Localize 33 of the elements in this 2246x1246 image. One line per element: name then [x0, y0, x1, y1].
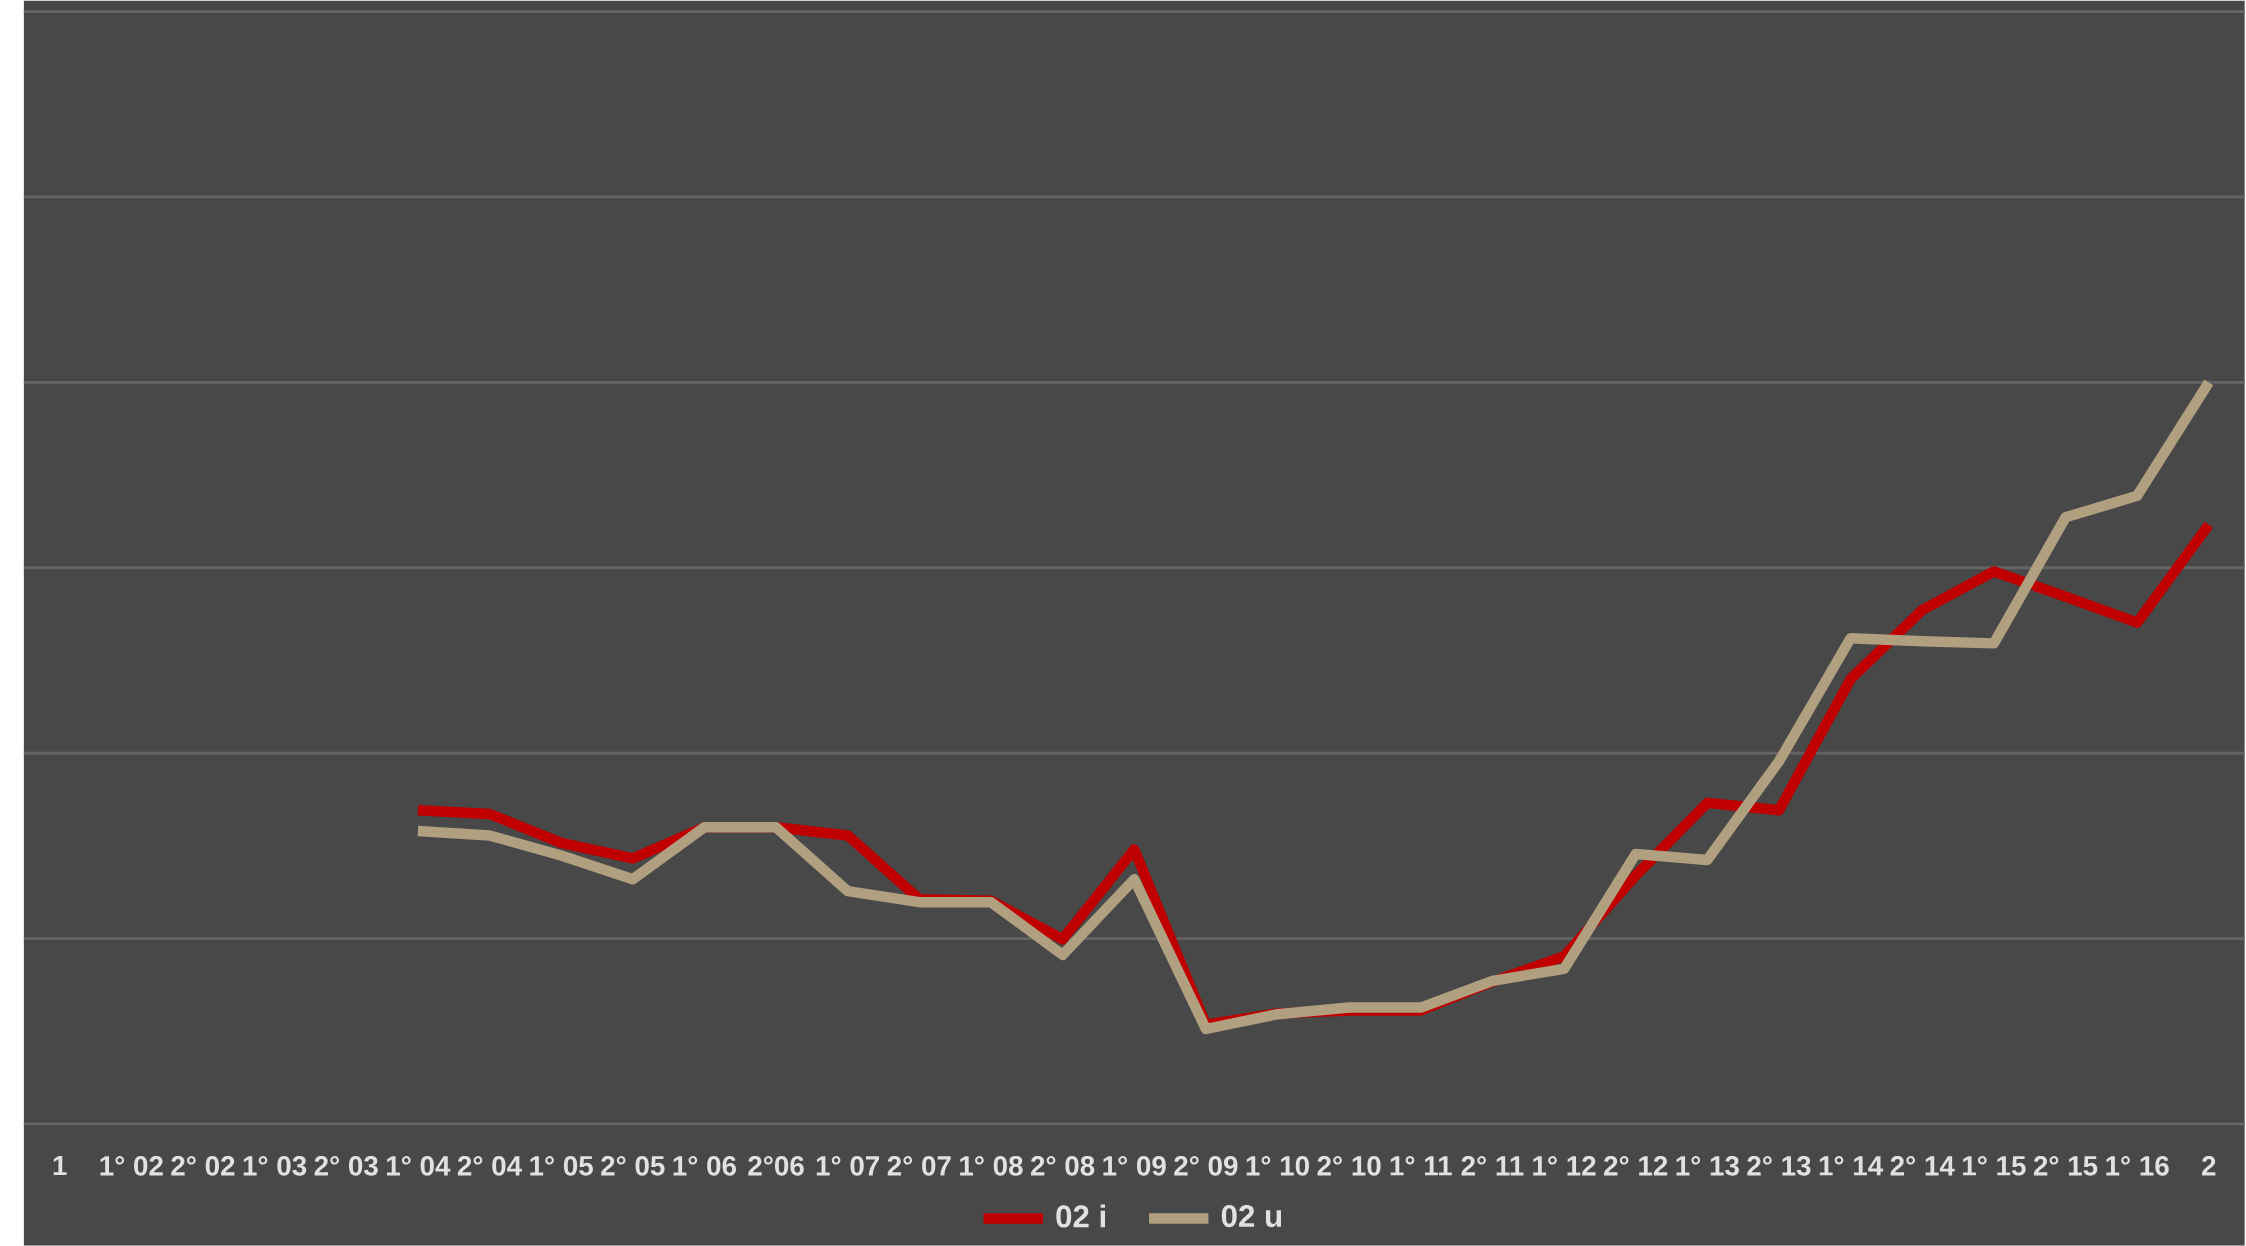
x-tick-label: 1° 12: [1533, 1155, 1596, 1176]
x-tick-label: 2: [2202, 1155, 2216, 1176]
x-tick-label: 2°06: [748, 1155, 804, 1176]
x-tick-label: 1° 09: [1103, 1155, 1166, 1176]
x-tick-label: 1° 11: [1390, 1155, 1452, 1176]
x-tick-label: 2° 11: [1461, 1155, 1524, 1176]
x-tick-label: 1° 05: [530, 1155, 593, 1176]
x-tick-label: 1: [53, 1155, 67, 1175]
x-tick-label: 1° 15: [1963, 1155, 2026, 1176]
x-tick-label: 2° 02: [171, 1155, 235, 1176]
x-tick-label: 2° 15: [2033, 1155, 2098, 1176]
x-tick-label: 2° 12: [1604, 1155, 1668, 1176]
x-tick-label: 1° 02: [100, 1155, 163, 1176]
x-tick-label: 1° 04: [387, 1155, 451, 1176]
x-tick-label: 2° 05: [601, 1155, 665, 1176]
x-tick-label: 2° 07: [887, 1155, 951, 1176]
x-tick-label: 2° 08: [1030, 1155, 1095, 1176]
x-tick-label: 1° 14: [1819, 1155, 1884, 1176]
legend-label: 02 i: [1056, 1204, 1106, 1228]
x-tick-label: 2° 03: [314, 1155, 378, 1176]
x-tick-label: 1° 10: [1246, 1155, 1309, 1176]
x-tick-label: 2° 04: [457, 1155, 522, 1176]
x-tick-label: 1° 16: [2106, 1155, 2169, 1176]
legend-label: 02 u: [1221, 1204, 1282, 1227]
x-tick-label: 1° 03: [243, 1155, 307, 1176]
x-tick-label: 1° 13: [1676, 1155, 1739, 1176]
x-tick-label: 2° 13: [1747, 1155, 1811, 1176]
x-tick-label: 2° 14: [1890, 1155, 1955, 1176]
x-tick-label: 2° 09: [1174, 1155, 1238, 1176]
x-tick-label: 1° 06: [673, 1155, 736, 1176]
x-tick-label: 1° 08: [960, 1155, 1023, 1176]
x-tick-label: 2° 10: [1317, 1155, 1381, 1176]
x-tick-label: 1° 07: [816, 1155, 880, 1176]
